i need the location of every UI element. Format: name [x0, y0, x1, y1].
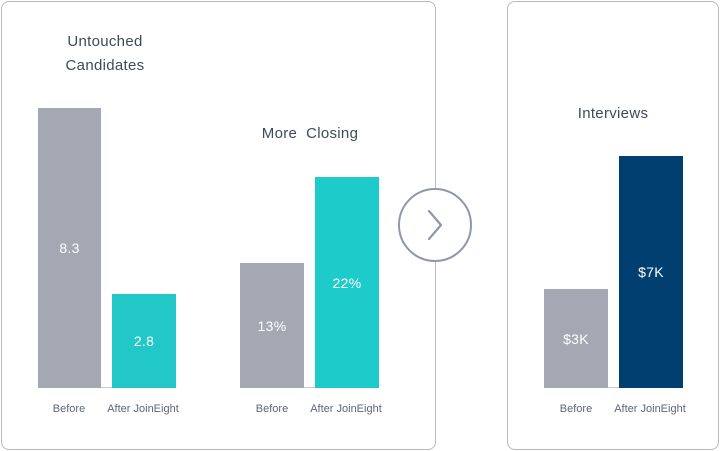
- tick-label: Before: [52, 403, 86, 415]
- bar-after: $7K: [619, 156, 683, 388]
- baseline: [38, 387, 176, 388]
- tick-label: After JoinEight: [107, 403, 179, 415]
- next-button[interactable]: [398, 188, 472, 262]
- bar-value-label: $3K: [563, 330, 589, 347]
- bar-before: 8.3: [38, 108, 101, 388]
- tick-label: Before: [255, 403, 289, 415]
- right-panel: [507, 1, 719, 450]
- chart-title: More Closing: [261, 125, 359, 142]
- chart-title: Untouched Candidates: [65, 33, 145, 74]
- bar-value-label: 22%: [332, 274, 362, 291]
- bar-value-label: 2.8: [133, 333, 155, 349]
- baseline: [240, 387, 379, 388]
- bar-value-label: 13%: [257, 317, 287, 334]
- tick-label: After JoinEight: [614, 403, 686, 415]
- bar-value-label: 8.3: [59, 240, 80, 256]
- chevron-right-icon: [427, 209, 443, 241]
- bar-after: 2.8: [112, 294, 176, 388]
- bar-before: 13%: [240, 263, 304, 388]
- tick-label: After JoinEight: [310, 403, 382, 415]
- tick-label: Before: [559, 403, 593, 415]
- bar-before: $3K: [544, 289, 608, 388]
- baseline: [544, 387, 683, 388]
- bar-after: 22%: [315, 177, 379, 388]
- bar-value-label: $7K: [638, 264, 664, 280]
- chart-title: Interviews: [577, 105, 649, 122]
